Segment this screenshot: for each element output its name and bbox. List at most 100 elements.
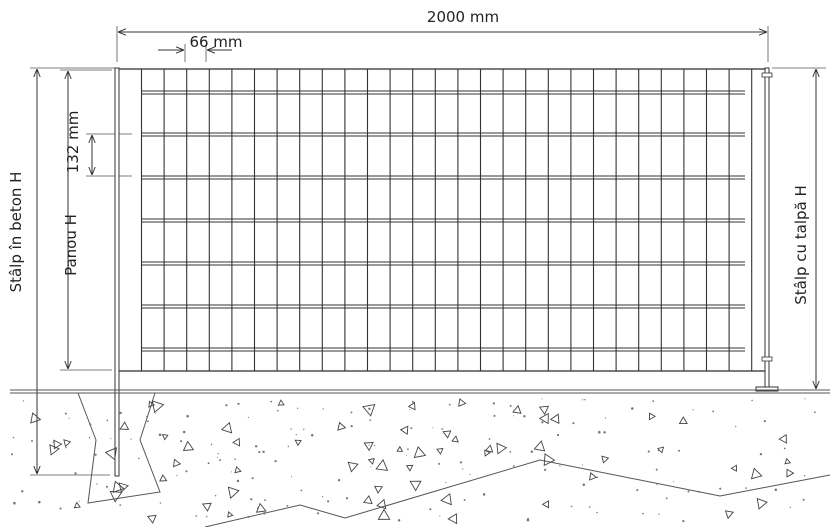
aggregate-stone xyxy=(756,497,768,510)
aggregate-dot xyxy=(74,472,77,475)
aggregate-dot xyxy=(21,490,24,493)
aggregate-dot xyxy=(570,505,573,508)
foot-post-dimension: Stâlp cu talpă H xyxy=(772,67,826,391)
aggregate-dot xyxy=(493,414,496,417)
aggregate-dot xyxy=(155,412,157,415)
aggregate-dot xyxy=(482,493,486,496)
panel-label: Panou H xyxy=(62,214,80,276)
aggregate-stone xyxy=(362,495,373,505)
aggregate-stone xyxy=(440,492,452,506)
aggregate-dot xyxy=(596,476,599,479)
aggregate-dot xyxy=(572,422,575,425)
aggregate-dot xyxy=(409,409,411,411)
aggregate-dot xyxy=(251,477,254,480)
aggregate-stone xyxy=(294,439,302,447)
aggregate-dot xyxy=(327,500,330,503)
aggregate-dot xyxy=(527,517,530,520)
aggregate-dot xyxy=(106,419,109,422)
aggregate-stone xyxy=(363,441,374,452)
aggregate-stone xyxy=(538,412,549,425)
foot-post-label: Stâlp cu talpă H xyxy=(792,185,810,305)
aggregate-dot xyxy=(652,400,655,402)
aggregate-dot xyxy=(105,485,109,488)
aggregate-dot xyxy=(303,428,305,430)
aggregate-stone xyxy=(538,405,550,416)
aggregate-dot xyxy=(195,515,197,517)
aggregate-dot xyxy=(647,450,650,453)
aggregate-dot xyxy=(803,475,806,477)
aggregate-dot xyxy=(698,490,701,493)
aggregate-dot xyxy=(225,404,228,407)
aggregate-stone xyxy=(405,464,414,472)
aggregate-stone xyxy=(151,400,165,414)
aggregate-dot xyxy=(52,441,55,443)
mesh-vertical-wires xyxy=(140,69,753,371)
aggregate-dot xyxy=(541,398,543,400)
aggregate-dot xyxy=(432,427,434,429)
fence-panel xyxy=(117,68,769,372)
aggregate-stone xyxy=(118,482,129,493)
aggregate-dot xyxy=(119,411,122,415)
aggregate-dot xyxy=(469,473,471,475)
aggregate-stone xyxy=(451,435,459,443)
aggregate-dot xyxy=(488,438,491,440)
aggregate-dot xyxy=(655,468,658,471)
aggregate-dot xyxy=(250,498,253,501)
aggregate-dot xyxy=(270,400,273,403)
aggregate-dot xyxy=(237,402,240,405)
aggregate-dot xyxy=(544,468,547,471)
aggregate-dot xyxy=(12,436,15,439)
mesh-spacing-h-dimension: 66 mm xyxy=(158,33,243,62)
aggregate-dot xyxy=(556,433,560,437)
aggregate-dot xyxy=(656,484,658,486)
aggregate-dot xyxy=(763,420,766,423)
aggregate-dot xyxy=(247,416,250,419)
foot-post xyxy=(755,67,779,392)
aggregate-dot xyxy=(673,481,674,483)
aggregate-dot xyxy=(368,444,370,446)
aggregate-stone xyxy=(375,459,389,471)
aggregate-stone xyxy=(377,508,391,520)
panel-frame xyxy=(117,68,769,372)
aggregate-dot xyxy=(804,398,806,400)
aggregate-dot xyxy=(735,425,737,428)
aggregate-dot xyxy=(214,495,217,497)
aggregate-stone xyxy=(778,434,787,444)
aggregate-stone xyxy=(201,502,212,512)
aggregate-dot xyxy=(286,504,289,507)
aggregate-dot xyxy=(712,410,715,413)
aggregate-dot xyxy=(322,408,324,410)
aggregate-dot xyxy=(65,446,67,449)
aggregate-dot xyxy=(159,502,162,504)
aggregate-dot xyxy=(783,447,786,450)
aggregate-stone xyxy=(374,485,384,494)
aggregate-dot xyxy=(22,400,25,402)
aggregate-stone xyxy=(589,472,598,481)
aggregate-dot xyxy=(96,483,98,485)
aggregate-dot xyxy=(370,466,372,468)
aggregate-stone xyxy=(53,439,63,450)
aggregate-dot xyxy=(64,412,67,415)
aggregate-dot xyxy=(258,451,261,454)
aggregate-dot xyxy=(316,512,320,515)
mesh-spacing-v-dimension: 132 mm xyxy=(64,111,132,177)
aggregate-dot xyxy=(530,450,534,453)
aggregate-dot xyxy=(429,508,432,511)
aggregate-dot xyxy=(369,419,372,421)
aggregate-dot xyxy=(216,456,218,458)
aggregate-stone xyxy=(678,416,688,425)
aggregate-stone xyxy=(447,513,458,525)
aggregate-dot xyxy=(745,487,747,489)
aggregate-dot xyxy=(146,415,148,418)
aggregate-stone xyxy=(512,404,522,414)
aggregate-dot xyxy=(603,431,606,434)
aggregate-dot xyxy=(300,489,303,492)
aggregate-dot xyxy=(38,500,41,504)
aggregate-stone xyxy=(541,500,550,509)
aggregate-dot xyxy=(441,428,444,430)
concrete-aggregate xyxy=(10,398,816,525)
aggregate-stone xyxy=(442,430,452,439)
aggregate-dot xyxy=(582,483,586,486)
aggregate-stone xyxy=(146,514,157,524)
aggregate-stone xyxy=(549,413,560,425)
